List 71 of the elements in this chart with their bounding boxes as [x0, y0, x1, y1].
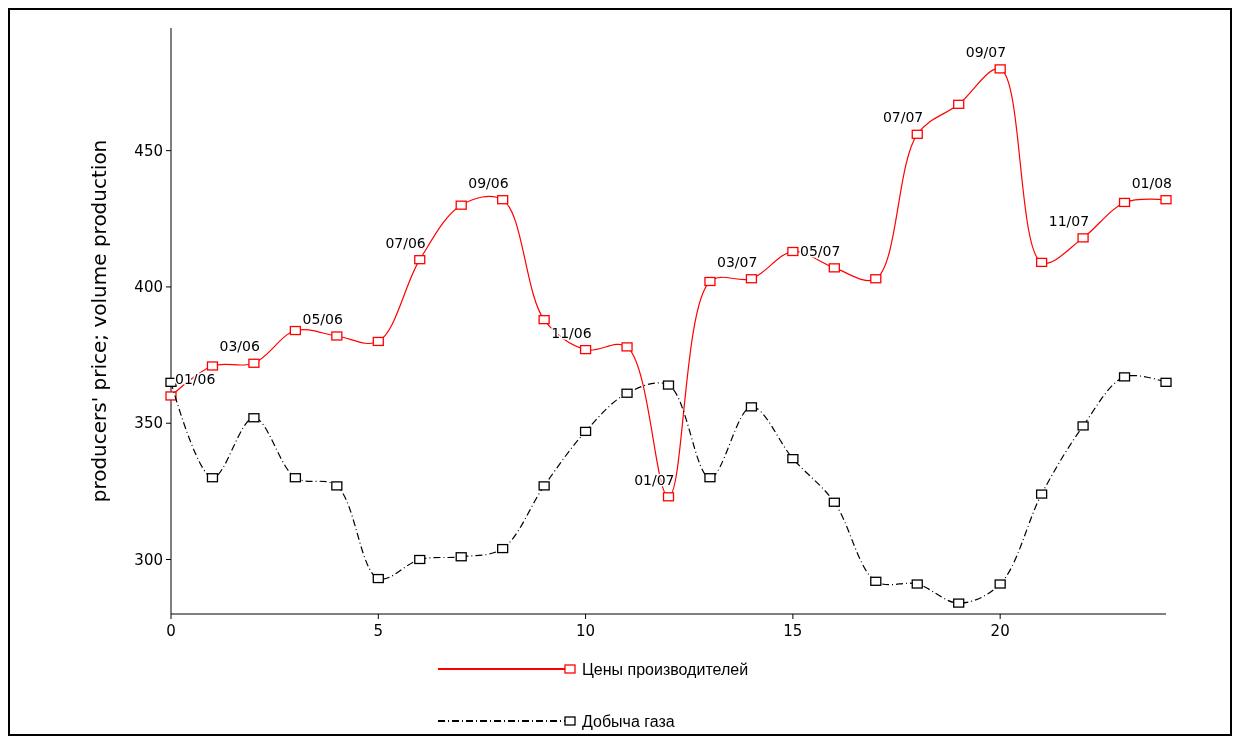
point	[372, 336, 384, 347]
y-tick-label: 400	[134, 278, 163, 297]
annotation: 09/06	[468, 174, 509, 191]
point	[455, 552, 467, 562]
point	[579, 344, 592, 355]
point	[1035, 489, 1048, 499]
point	[331, 481, 343, 491]
point	[206, 473, 219, 483]
point	[1077, 421, 1089, 431]
annotation: 07/07	[882, 109, 924, 126]
point	[828, 263, 840, 273]
point	[414, 554, 426, 565]
point	[1118, 372, 1131, 382]
point	[497, 195, 509, 205]
point	[331, 331, 343, 341]
annotation: 07/06	[385, 234, 426, 251]
point	[579, 426, 592, 437]
point	[289, 473, 302, 483]
point	[787, 246, 799, 257]
point	[1118, 197, 1131, 208]
point	[1160, 195, 1172, 205]
legend-label: Добыча газа	[582, 712, 675, 730]
point	[289, 325, 302, 336]
point	[662, 380, 675, 390]
point	[745, 274, 758, 284]
point	[248, 358, 260, 368]
annotation: 05/06	[302, 310, 343, 327]
point	[372, 573, 384, 584]
point	[621, 388, 633, 398]
x-tick-label: 0	[166, 622, 176, 640]
annotation: 03/06	[219, 338, 260, 355]
annotation: 01/08	[1131, 174, 1172, 191]
point	[1035, 257, 1048, 268]
annotation: 03/07	[717, 253, 758, 270]
annotation: 11/07	[1048, 212, 1090, 229]
y-tick-label: 300	[134, 550, 163, 569]
point	[538, 314, 550, 325]
y-axis-title: producers' price; volume production	[87, 139, 111, 503]
point	[704, 473, 716, 483]
x-tick-label: 5	[373, 622, 384, 640]
point	[745, 402, 758, 412]
point	[911, 129, 923, 139]
point	[497, 543, 509, 554]
point	[953, 99, 965, 109]
point	[1077, 233, 1089, 243]
point	[911, 579, 923, 589]
y-tick-label: 450	[134, 141, 163, 160]
point	[538, 481, 550, 491]
annotation: 09/07	[965, 43, 1007, 60]
x-tick-label: 10	[576, 622, 596, 640]
point	[994, 64, 1006, 74]
point	[1160, 377, 1172, 387]
x-tick-label: 15	[783, 622, 803, 640]
point	[870, 274, 882, 284]
point	[455, 200, 467, 210]
point	[414, 255, 426, 265]
y-tick-label: 350	[134, 414, 163, 433]
point	[621, 342, 633, 352]
point	[994, 579, 1006, 589]
legend-label: Цены производителей	[582, 660, 749, 678]
annotation: 05/07	[799, 242, 841, 259]
point	[662, 492, 675, 502]
point	[787, 453, 799, 464]
point	[870, 576, 882, 586]
point	[704, 276, 716, 287]
point	[828, 497, 840, 507]
x-tick-label: 20	[990, 622, 1010, 640]
point	[953, 598, 965, 608]
point	[248, 413, 260, 423]
point	[206, 361, 219, 371]
point	[165, 391, 177, 401]
